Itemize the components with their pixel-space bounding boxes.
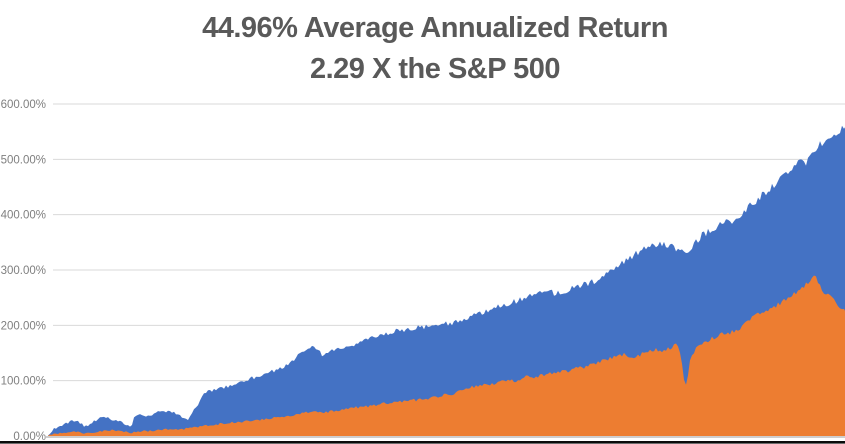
y-tick-label: 600.00% — [1, 99, 46, 111]
y-tick-label: 200.00% — [1, 320, 46, 332]
y-tick-label: 400.00% — [1, 210, 46, 222]
y-tick-label: 500.00% — [1, 154, 46, 166]
chart-title-line2: 2.29 X the S&P 500 — [309, 53, 561, 85]
x-axis-line — [46, 436, 845, 438]
chart-title: 44.96% Average Annualized Return 2.29 X … — [25, 8, 845, 90]
chart-title-line1: 44.96% Average Annualized Return — [202, 12, 668, 44]
y-tick-label: 100.00% — [1, 376, 46, 388]
orange-area-series — [48, 275, 845, 436]
y-tick-label: 300.00% — [1, 265, 46, 277]
y-tick-label: 0.00% — [13, 431, 46, 443]
bottom-border — [0, 441, 845, 444]
